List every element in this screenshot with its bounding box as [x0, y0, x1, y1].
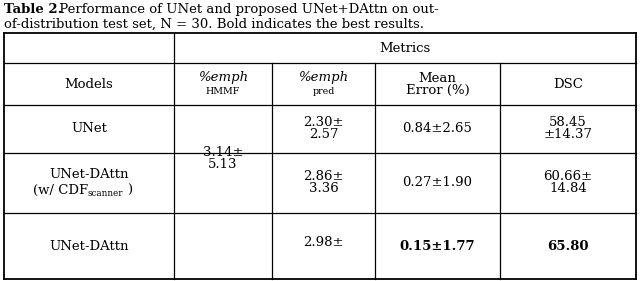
Text: DSC: DSC [553, 78, 583, 90]
Text: 0.15±1.77: 0.15±1.77 [400, 239, 476, 253]
Text: UNet-DAttn: UNet-DAttn [49, 239, 129, 253]
Text: scanner: scanner [88, 189, 124, 198]
Text: 2.57: 2.57 [308, 128, 339, 142]
Text: 2.30±: 2.30± [303, 117, 344, 130]
Text: HMMF: HMMF [206, 87, 240, 96]
Text: Mean: Mean [419, 71, 456, 85]
Text: Table 2.: Table 2. [4, 3, 62, 16]
Text: Performance of UNet and proposed UNet+DAttn on out-: Performance of UNet and proposed UNet+DA… [55, 3, 439, 16]
Text: %emph: %emph [198, 71, 248, 85]
Text: Error (%): Error (%) [406, 83, 469, 96]
Text: UNet-DAttn: UNet-DAttn [49, 167, 129, 180]
Text: pred: pred [312, 87, 335, 96]
Text: 14.84: 14.84 [549, 182, 587, 196]
Text: of-distribution test set, N = 30. Bold indicates the best results.: of-distribution test set, N = 30. Bold i… [4, 18, 424, 31]
Text: 58.45: 58.45 [549, 117, 587, 130]
Text: 60.66±: 60.66± [543, 171, 593, 183]
Text: ): ) [127, 183, 132, 196]
Text: 2.86±: 2.86± [303, 171, 344, 183]
Text: UNet: UNet [71, 123, 107, 135]
Text: Metrics: Metrics [380, 42, 431, 55]
Text: ±14.37: ±14.37 [543, 128, 593, 142]
Text: Models: Models [65, 78, 113, 90]
Text: %emph: %emph [298, 71, 349, 85]
Text: 65.80: 65.80 [547, 239, 589, 253]
Text: 3.14±: 3.14± [203, 146, 243, 160]
Text: (w/ CDF: (w/ CDF [33, 183, 88, 196]
Text: 2.98±: 2.98± [303, 235, 344, 248]
Text: 5.13: 5.13 [208, 158, 237, 171]
Text: 3.36: 3.36 [308, 182, 339, 196]
Text: 0.84±2.65: 0.84±2.65 [403, 123, 472, 135]
Text: 0.27±1.90: 0.27±1.90 [403, 176, 472, 189]
